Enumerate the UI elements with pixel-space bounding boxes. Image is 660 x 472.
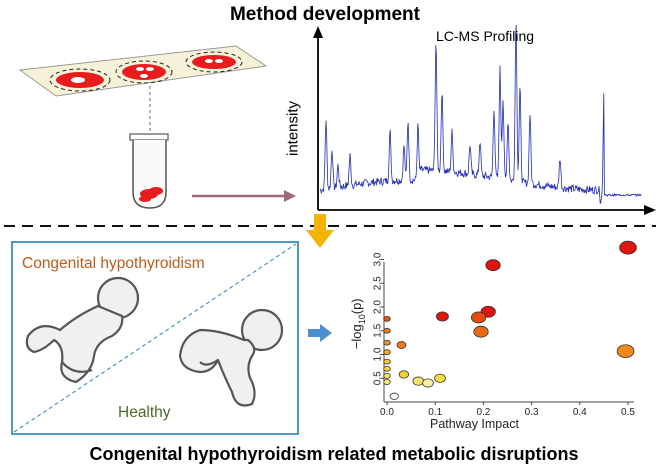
pathway-bubble	[383, 327, 391, 334]
x-tick-label: 0.2	[476, 407, 490, 418]
pathway-bubble	[383, 379, 391, 385]
blood-spot-card	[18, 45, 268, 97]
blood-spot-2	[115, 60, 173, 84]
right-arrow	[308, 324, 332, 342]
x-tick-label: 0.4	[573, 407, 587, 418]
pathway-bubble	[412, 376, 425, 386]
top-title: Method development	[229, 4, 420, 25]
healthy-group-label: Healthy	[118, 404, 171, 421]
pathway-bubble	[383, 358, 391, 365]
pathway-bubble-chart: 0.0 0.1 0.2 0.3 0.4 0.5 0.5 1.0 1.5 2.0 2.5 3.0	[373, 240, 637, 418]
pathway-bubble	[470, 311, 487, 324]
blood-spot-1	[49, 68, 111, 92]
spectrum-trace	[319, 24, 642, 204]
infant-disease-icon	[25, 276, 140, 384]
y-tick-label: 1.0	[373, 347, 384, 361]
y-tick-label: 2.0	[373, 300, 384, 314]
pathway-bubble	[383, 339, 391, 346]
x-tick-label: 0.5	[621, 407, 635, 418]
pathway-bubble	[619, 240, 637, 255]
pathway-bubble	[422, 378, 434, 388]
x-tick-label: 0.1	[428, 407, 442, 418]
bubble-x-label: Pathway Impact	[430, 417, 519, 431]
lcms-label: LC-MS Profiling	[436, 28, 535, 44]
y-tick-label: 2.5	[373, 276, 384, 290]
x-tick-label: 0.3	[525, 407, 539, 418]
pathway-bubble	[383, 349, 391, 356]
pathway-bubble	[434, 373, 446, 383]
pathway-bubble	[396, 341, 407, 349]
test-tube	[129, 133, 169, 209]
down-arrow	[306, 214, 334, 248]
spectrum-axes	[313, 26, 656, 215]
bottom-title: Congenital hypothyroidism related metabo…	[89, 444, 579, 464]
infant-healthy-icon	[178, 308, 284, 407]
blood-spot-3	[185, 51, 243, 73]
intensity-axis-label: intensity	[284, 100, 302, 157]
y-tick-label: 1.5	[373, 323, 384, 337]
ylabel-tail: (p)	[349, 298, 365, 315]
bubble-y-label: −log10(p)	[349, 284, 367, 364]
pathway-bubble	[436, 311, 449, 322]
ylabel-sub: 10	[356, 314, 367, 325]
pathway-bubble	[383, 372, 391, 379]
pathway-bubble	[389, 392, 399, 400]
x-tick-label: 0.0	[380, 407, 394, 418]
disease-group-label: Congenital hypothyroidism	[22, 255, 205, 272]
pathway-bubble	[398, 370, 410, 379]
y-tick-label: 3.0	[373, 252, 384, 266]
y-tick-label: 0.5	[373, 371, 384, 385]
pathway-bubble	[473, 325, 489, 338]
pathway-bubble	[383, 315, 391, 322]
pathway-bubble	[485, 259, 501, 272]
ylabel-base: −log	[349, 324, 365, 350]
transfer-arrow	[192, 190, 296, 202]
pathway-bubble	[616, 344, 635, 359]
pathway-bubble	[383, 365, 391, 372]
